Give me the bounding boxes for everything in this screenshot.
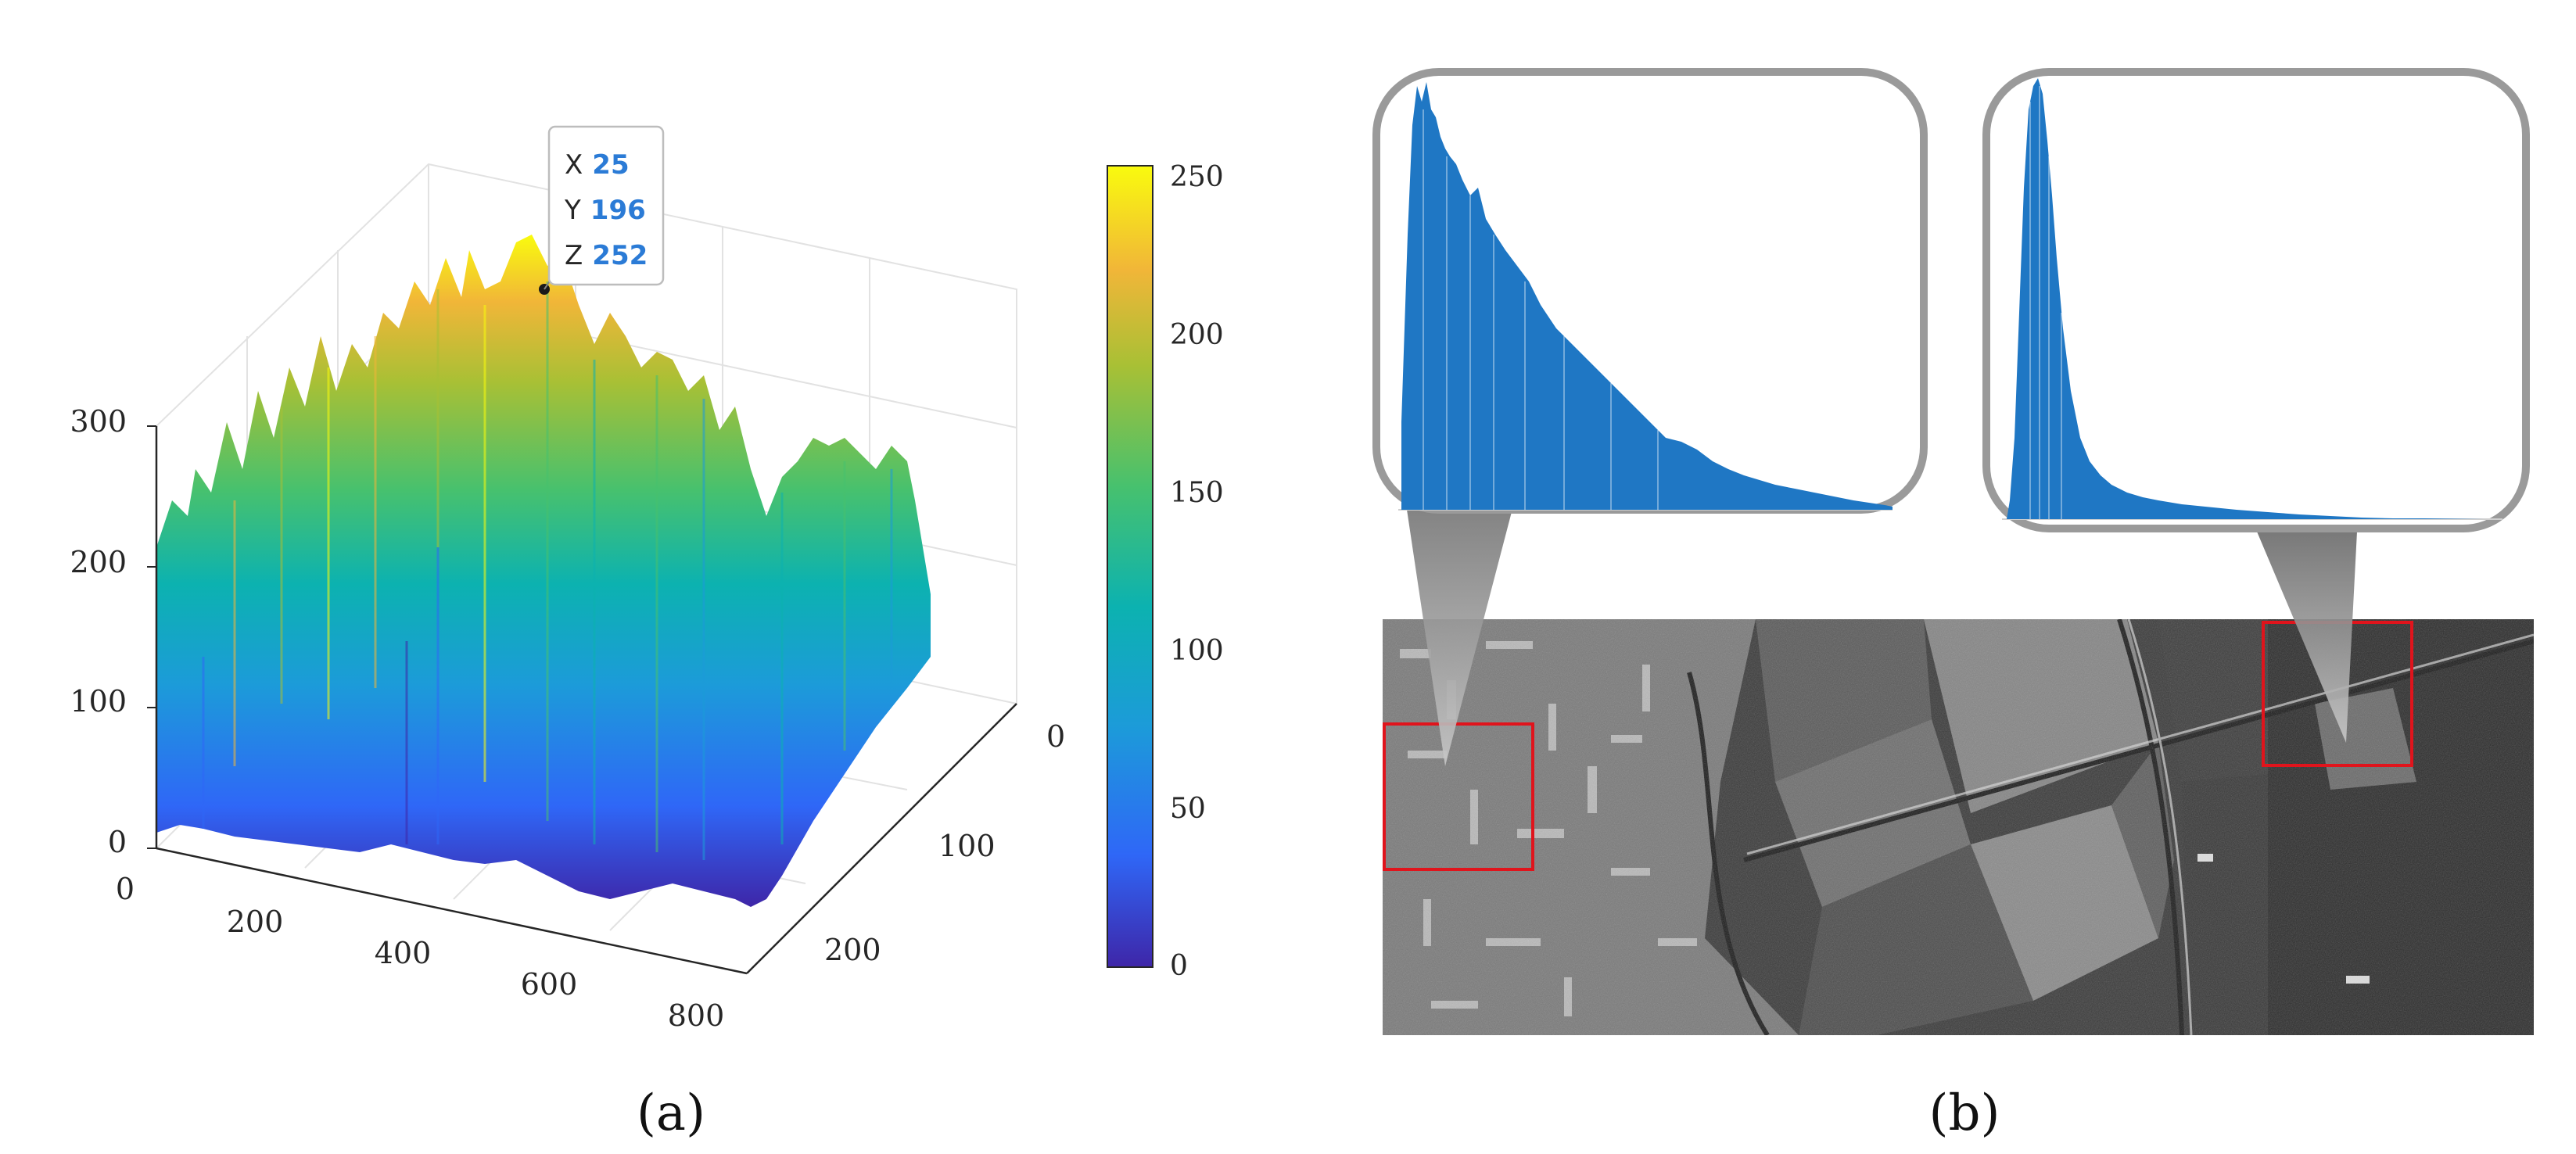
panel-a: 0 100 200 300 0 200 400 600 800 0 100 20… — [70, 125, 1224, 1142]
x-tick-label: 400 — [375, 936, 432, 970]
y-tick-label: 0 — [1046, 719, 1065, 754]
z-tick-label: 300 — [70, 404, 127, 439]
roi-box-urban[interactable] — [1383, 722, 1534, 871]
axis-lines — [155, 426, 1017, 975]
colorbar-tick-label: 50 — [1170, 793, 1206, 825]
sar-image — [1383, 619, 2534, 1035]
colorbar-tick-label: 100 — [1170, 635, 1224, 667]
x-axis: 0 200 400 600 800 — [116, 872, 724, 1033]
datatip-key: Y — [564, 195, 581, 226]
datatip-value: 196 — [590, 195, 646, 226]
histogram-field — [1982, 68, 2530, 532]
z-tick-label: 200 — [70, 545, 127, 579]
caption-b: (b) — [1929, 1084, 2000, 1142]
datatip-value: 25 — [592, 149, 629, 181]
datatip-box — [547, 125, 665, 286]
colorbar-tick-label: 200 — [1170, 319, 1224, 351]
x-tick-label: 800 — [668, 998, 725, 1033]
datatip-value: 252 — [592, 240, 648, 271]
colorbar-gradient — [1107, 165, 1153, 968]
colorbar-tick-label: 0 — [1170, 950, 1188, 982]
datatip-key: X — [565, 149, 583, 181]
z-tick-label: 0 — [108, 825, 127, 859]
y-tick-label: 100 — [938, 829, 996, 863]
y-tick-label: 200 — [824, 933, 881, 967]
datatip-key: Z — [565, 240, 583, 271]
colorbar-tick-label: 250 — [1170, 161, 1224, 193]
colorbar-tick-label: 150 — [1170, 477, 1224, 509]
colorbar: 0 50 100 150 200 250 — [1107, 161, 1224, 982]
svg-text:X25: X 25 — [565, 149, 630, 181]
y-axis: 0 100 200 — [824, 719, 1065, 967]
surface-body — [156, 235, 931, 907]
datatip[interactable]: X 25 Y 196 Z 252 — [539, 125, 665, 295]
x-tick-label: 600 — [521, 967, 578, 1002]
z-axis: 0 100 200 300 — [70, 404, 156, 859]
z-tick-label: 100 — [70, 684, 127, 719]
callout-connector-left — [1401, 473, 1522, 766]
x-tick-label: 200 — [227, 905, 284, 939]
panel-b: (b) — [1372, 68, 2534, 1142]
x-tick-label: 0 — [116, 872, 135, 906]
callout-connector-right — [2257, 532, 2357, 743]
caption-a: (a) — [637, 1084, 705, 1142]
surface-spikes — [202, 281, 893, 860]
histogram-bars-urban — [1401, 82, 1893, 510]
histogram-bars-field — [2007, 78, 2487, 519]
histogram-urban — [1372, 68, 1928, 514]
surface — [156, 235, 931, 907]
